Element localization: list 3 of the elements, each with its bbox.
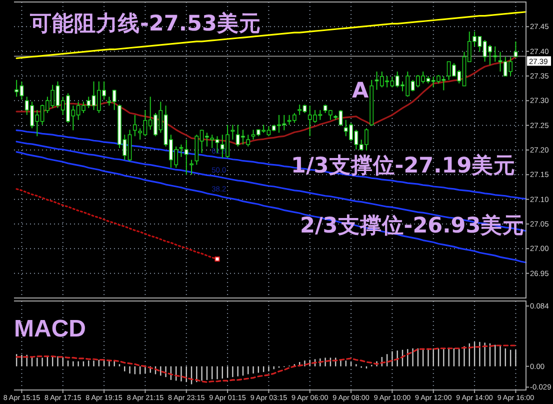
text: MACD [14,316,86,342]
annotation: 可能阻力线-27.53美元 [29,10,261,36]
annotation: A [352,78,369,104]
